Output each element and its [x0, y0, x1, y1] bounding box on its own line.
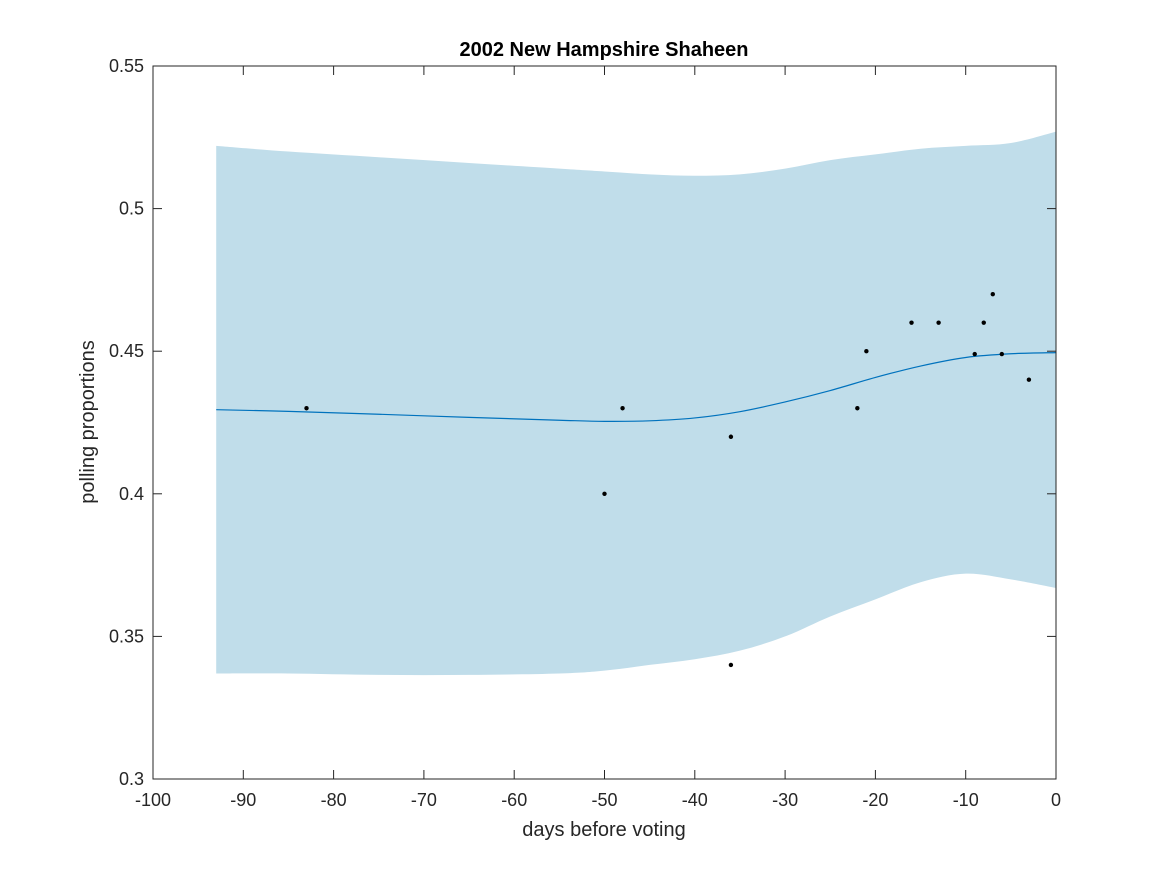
poll-point: [304, 406, 309, 411]
x-tick-label: -20: [862, 790, 888, 810]
x-axis-label: days before voting: [522, 819, 685, 841]
x-tick-label: -50: [591, 790, 617, 810]
axes: -100 -90 -80 -70 -60 -50 -40 -30 -20 -10 00.30.350…: [109, 56, 1061, 810]
poll-point: [728, 662, 734, 668]
poll-point: [864, 349, 869, 354]
chart-title: 2002 New Hampshire Shaheen: [459, 39, 748, 61]
y-tick-label: 0.3: [119, 769, 144, 789]
x-tick-label: -100: [135, 790, 171, 810]
x-tick-label: -10: [953, 790, 979, 810]
x-tick-label: -40: [682, 790, 708, 810]
poll-point: [620, 406, 625, 411]
poll-point: [909, 320, 914, 325]
poll-point: [728, 434, 734, 439]
poll-point: [999, 351, 1005, 357]
trend-line: [216, 352, 1057, 422]
x-tick-label: 0: [1051, 790, 1061, 810]
x-tick-label: -70: [411, 790, 437, 810]
x-tick-label: -90: [230, 790, 256, 810]
x-tick-label: -60: [501, 790, 527, 810]
plot-area: [216, 131, 1057, 676]
poll-point: [990, 291, 995, 297]
confidence-band: [216, 131, 1056, 676]
poll-point: [602, 491, 607, 496]
y-tick-label: 0.4: [119, 484, 144, 504]
poll-point: [1026, 377, 1032, 382]
y-tick-label: 0.45: [109, 341, 144, 361]
y-tick-label: 0.55: [109, 56, 144, 76]
poll-point: [972, 351, 977, 357]
x-tick-label: -80: [321, 790, 347, 810]
poll-point: [981, 320, 986, 325]
y-axis-label: polling proportions: [77, 340, 99, 503]
x-tick-label: -30: [772, 790, 798, 810]
poll-point: [936, 320, 941, 325]
y-tick-label: 0.35: [109, 626, 144, 646]
y-tick-label: 0.5: [119, 199, 144, 219]
poll-point: [855, 406, 860, 411]
